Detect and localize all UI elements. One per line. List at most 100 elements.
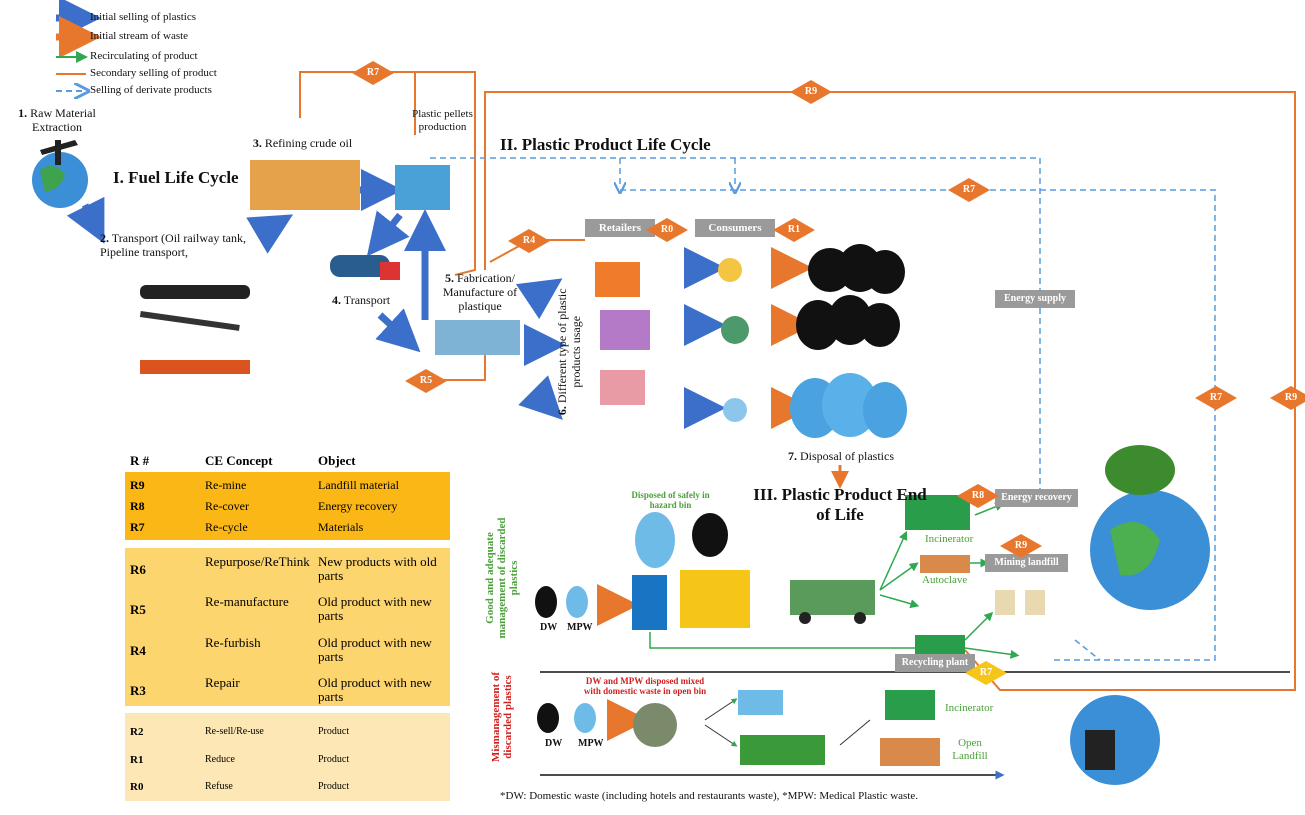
stage-label: 4. Transport bbox=[332, 294, 390, 308]
rect-shape bbox=[920, 555, 970, 573]
line-shape bbox=[538, 395, 548, 405]
table-cell: Old product with new parts bbox=[318, 595, 438, 624]
table-cell: R9 bbox=[130, 479, 145, 492]
rect-shape bbox=[1025, 590, 1045, 615]
good-mgmt-label: Good and adequate management of discarde… bbox=[484, 508, 520, 648]
circle-shape bbox=[723, 398, 747, 422]
recycling-plant-box: Recycling plant bbox=[895, 654, 975, 672]
mis-mgmt-label: Mismanagement of discarded plastics bbox=[490, 657, 514, 777]
stage-label: 2. Transport (Oil railway tank, Pipeline… bbox=[100, 232, 270, 260]
stage-label: 6. Different type of plastic products us… bbox=[556, 287, 584, 417]
table-cell: R7 bbox=[130, 521, 145, 534]
stage-text: Disposal of plastics bbox=[800, 449, 894, 463]
energy-recovery-box: Energy recovery bbox=[995, 489, 1078, 507]
stage-label: 1. Raw Material Extraction bbox=[2, 107, 112, 135]
table-header: CE Concept bbox=[205, 454, 273, 468]
table-cell: Product bbox=[318, 754, 438, 765]
rect-shape bbox=[740, 735, 825, 765]
stage-text: Different type of plastic products usage bbox=[555, 288, 583, 403]
path-shape bbox=[1075, 640, 1100, 660]
table-cell: R1 bbox=[130, 754, 143, 766]
stage-label: 5. Fabrication/ Manufacture of plastique bbox=[425, 272, 535, 313]
incinerator-label: Incinerator bbox=[925, 533, 973, 546]
stage-number: 1. bbox=[18, 106, 27, 120]
ellipse-shape bbox=[535, 586, 557, 618]
rect-shape bbox=[880, 738, 940, 766]
rect-shape bbox=[600, 310, 650, 350]
stage-text: Refining crude oil bbox=[265, 136, 352, 150]
rect-shape bbox=[395, 165, 450, 210]
line-shape bbox=[705, 700, 735, 720]
mpw-label: MPW bbox=[578, 738, 604, 750]
table-header: R # bbox=[130, 454, 149, 468]
stage-number: 6. bbox=[555, 406, 569, 415]
ellipse-shape bbox=[566, 586, 588, 618]
table-cell: R5 bbox=[130, 603, 146, 617]
table-header: Object bbox=[318, 454, 356, 468]
stage-text: Fabrication/ Manufacture of plastique bbox=[443, 271, 517, 313]
line-shape bbox=[380, 315, 405, 338]
table-cell: Product bbox=[318, 781, 438, 792]
rect-shape bbox=[55, 140, 61, 165]
table-cell: R0 bbox=[130, 781, 143, 793]
energy-supply-box: Energy supply bbox=[995, 290, 1075, 308]
line-shape bbox=[965, 615, 990, 640]
ellipse-shape bbox=[537, 703, 559, 733]
rect-shape bbox=[790, 580, 875, 615]
rect-shape bbox=[595, 262, 640, 297]
table-cell: Re-furbish bbox=[205, 636, 305, 650]
rect-shape bbox=[140, 360, 250, 374]
line-shape bbox=[85, 205, 95, 225]
line-shape bbox=[705, 725, 735, 745]
ellipse-shape bbox=[574, 703, 596, 733]
stage-text: Raw Material Extraction bbox=[30, 106, 96, 134]
rect-shape bbox=[250, 160, 360, 210]
retailers-box: Retailers bbox=[585, 219, 655, 237]
table-cell: R8 bbox=[130, 500, 145, 513]
rect-shape bbox=[600, 370, 645, 405]
stage-number: 5. bbox=[445, 271, 454, 285]
table-cell: Repair bbox=[205, 676, 305, 690]
ellipse-shape bbox=[863, 382, 907, 438]
section-title: III. Plastic Product End of Life bbox=[745, 485, 935, 524]
footnote: *DW: Domestic waste (including hotels an… bbox=[500, 790, 918, 803]
stage-label: 3. Refining crude oil bbox=[250, 137, 355, 151]
circle-shape bbox=[854, 612, 866, 624]
table-cell: Repurpose/ReThink bbox=[205, 555, 305, 569]
table-cell: R4 bbox=[130, 644, 146, 658]
diagram: Initial selling of plastics Initial stre… bbox=[0, 0, 1305, 815]
mixed-label: DW and MPW disposed mixed with domestic … bbox=[580, 676, 710, 697]
stage-text: Transport bbox=[344, 293, 390, 307]
section-title: I. Fuel Life Cycle bbox=[113, 168, 239, 188]
table-cell: Re-manufacture bbox=[205, 595, 305, 609]
circle-shape bbox=[633, 703, 677, 747]
stage-text: Transport (Oil railway tank, Pipeline tr… bbox=[100, 231, 246, 259]
table-cell: R2 bbox=[130, 726, 143, 738]
incinerator-label: Incinerator bbox=[945, 702, 993, 715]
section-title: II. Plastic Product Life Cycle bbox=[500, 135, 711, 155]
circle-shape bbox=[799, 612, 811, 624]
table-cell: Energy recovery bbox=[318, 500, 438, 513]
rect-shape bbox=[885, 690, 935, 720]
rect-shape bbox=[995, 590, 1015, 615]
rect-shape bbox=[1085, 730, 1115, 770]
path-shape bbox=[650, 632, 930, 648]
table-cell: R6 bbox=[130, 563, 146, 577]
line-shape bbox=[880, 595, 915, 605]
table-cell: Re-mine bbox=[205, 479, 305, 492]
table-cell: Product bbox=[318, 726, 438, 737]
table-cell: Materials bbox=[318, 521, 438, 534]
table-cell: Landfill material bbox=[318, 479, 438, 492]
line-shape bbox=[380, 215, 400, 240]
mining-landfill-box: Mining landfill bbox=[985, 554, 1068, 572]
ellipse-shape bbox=[1105, 445, 1175, 495]
ellipse-shape bbox=[860, 303, 900, 347]
legend-label: Recirculating of product bbox=[90, 50, 198, 63]
stage-label: 7. Disposal of plastics bbox=[788, 450, 894, 464]
pellets-label: Plastic pellets production bbox=[405, 108, 480, 133]
rect-shape bbox=[680, 570, 750, 628]
rect-shape bbox=[140, 285, 250, 299]
mpw-label: MPW bbox=[567, 622, 593, 634]
hazard-bin-label: Disposed of safely in hazard bin bbox=[628, 490, 713, 511]
dw-label: DW bbox=[540, 622, 557, 634]
